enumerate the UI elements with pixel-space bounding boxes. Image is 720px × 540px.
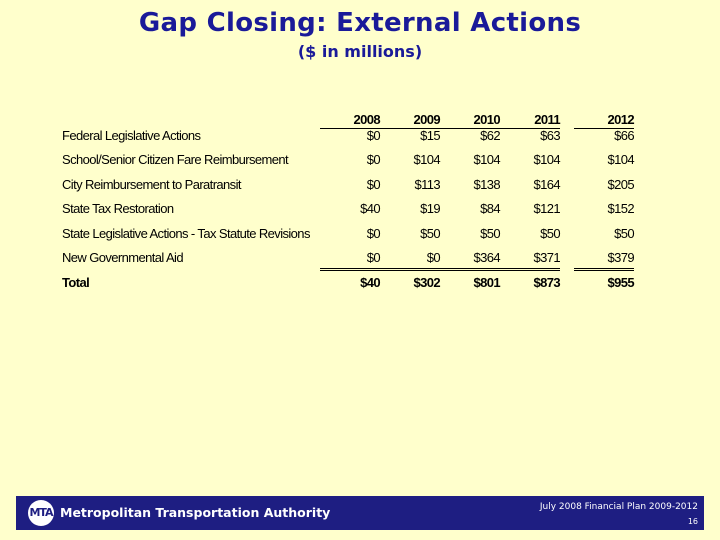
organization-name: Metropolitan Transportation Authority — [60, 505, 331, 520]
row-value: $66 — [614, 128, 634, 143]
year-header: 2012 — [574, 112, 635, 129]
row-value: $0 — [366, 152, 381, 167]
year-header: 2008 — [320, 112, 381, 129]
row-value: $0 — [366, 176, 381, 192]
total-value: $873 — [533, 274, 560, 290]
row-value: $205 — [607, 176, 634, 192]
row-value: $50 — [420, 225, 440, 241]
table-row: State Tax Restoration $40 $19 $84 $121 $… — [62, 201, 666, 226]
year-header: 2010 — [440, 112, 501, 129]
row-value: $84 — [480, 201, 500, 216]
total-value: $40 — [360, 274, 380, 290]
row-value: $379 — [574, 250, 635, 271]
page-number: 16 — [687, 517, 698, 526]
row-value: $164 — [533, 176, 560, 192]
row-value: $0 — [380, 250, 441, 271]
footer-bar: MTA Metropolitan Transportation Authorit… — [16, 496, 704, 530]
row-value: $0 — [366, 225, 381, 241]
year-header: 2009 — [380, 112, 441, 129]
row-value: $0 — [320, 250, 381, 271]
row-value: $50 — [540, 225, 560, 241]
row-value: $364 — [440, 250, 501, 271]
row-value: $121 — [533, 201, 560, 216]
row-value: $104 — [473, 152, 500, 167]
total-label: Total — [62, 274, 90, 290]
total-row: Total $40 $302 $801 $873 $955 — [62, 275, 666, 300]
table-row: City Reimbursement to Paratransit $0 $11… — [62, 177, 666, 202]
slide-title: Gap Closing: External Actions — [138, 8, 582, 38]
row-value: $19 — [420, 201, 440, 216]
row-value: $104 — [607, 152, 634, 167]
row-value: $50 — [480, 225, 500, 241]
table-row: Federal Legislative Actions $0 $15 $62 $… — [62, 128, 666, 152]
row-value: $113 — [414, 176, 440, 192]
total-value: $302 — [413, 274, 440, 290]
row-label: State Legislative Actions - Tax Statute … — [62, 225, 310, 241]
row-value: $63 — [540, 128, 560, 143]
table-row: School/Senior Citizen Fare Reimbursement… — [62, 152, 666, 177]
row-value: $62 — [480, 128, 500, 143]
table-row: State Legislative Actions - Tax Statute … — [62, 226, 666, 251]
row-value: $104 — [413, 152, 440, 167]
row-label: Federal Legislative Actions — [62, 128, 201, 143]
slide-subtitle: ($ in millions) — [297, 42, 423, 61]
gap-closing-table: 2008 2009 2010 2011 2012 Federal Legisla… — [62, 112, 666, 299]
row-value: $50 — [614, 225, 634, 241]
row-value: $0 — [366, 128, 381, 143]
total-value: $955 — [607, 274, 634, 290]
row-value: $40 — [360, 201, 380, 216]
row-label: New Governmental Aid — [62, 250, 184, 265]
year-header-row: 2008 2009 2010 2011 2012 — [62, 112, 666, 129]
mta-logo: MTA — [28, 500, 54, 526]
row-value: $152 — [607, 201, 634, 216]
row-value: $138 — [473, 176, 500, 192]
row-value: $15 — [420, 128, 440, 143]
plan-title: July 2008 Financial Plan 2009-2012 — [539, 502, 698, 512]
row-value: $371 — [500, 250, 561, 271]
row-label: City Reimbursement to Paratransit — [62, 176, 241, 192]
row-label: School/Senior Citizen Fare Reimbursement — [62, 152, 289, 167]
total-value: $801 — [473, 274, 500, 290]
row-label: State Tax Restoration — [62, 201, 174, 216]
year-header: 2011 — [500, 112, 561, 129]
table-row: New Governmental Aid $0 $0 $364 $371 $37… — [62, 250, 666, 275]
row-value: $104 — [533, 152, 560, 167]
